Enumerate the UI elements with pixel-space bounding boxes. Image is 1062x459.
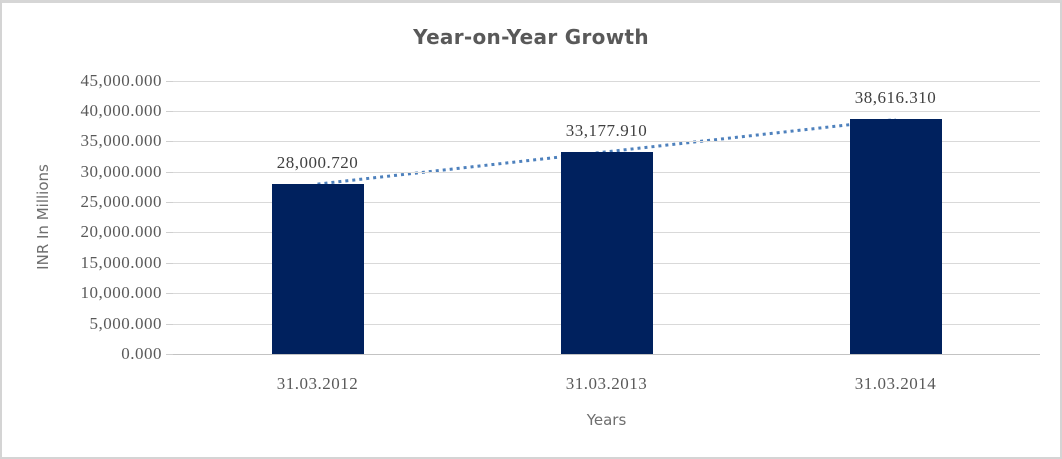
y-tick-label: 30,000.000 (80, 161, 162, 181)
x-axis-line (173, 354, 1040, 355)
gridline (173, 141, 1040, 143)
bar-value-label: 33,177.910 (565, 121, 648, 141)
x-tick-label: 31.03.2013 (565, 374, 648, 393)
bar (849, 119, 942, 354)
x-axis-title: Years (586, 411, 627, 429)
y-tick-mark (166, 110, 173, 112)
y-tick-mark (166, 293, 173, 295)
chart-title: Year-on-Year Growth (413, 25, 649, 49)
y-tick-mark (166, 80, 173, 82)
y-tick-label: 20,000.000 (80, 222, 162, 242)
y-tick-label: 15,000.000 (80, 252, 162, 272)
y-tick-mark (166, 323, 173, 325)
y-tick-label: 35,000.000 (80, 131, 162, 151)
y-tick-label: 10,000.000 (80, 283, 162, 303)
y-tick-mark (166, 141, 173, 143)
y-tick-label: 0.000 (121, 344, 162, 363)
gridline (173, 80, 1040, 82)
bar-value-label: 38,616.310 (854, 88, 937, 108)
y-tick-mark (166, 262, 173, 264)
x-tick-label: 31.03.2012 (276, 374, 359, 393)
y-tick-mark (166, 232, 173, 234)
y-tick-mark (166, 202, 173, 204)
y-tick-mark (166, 171, 173, 173)
y-tick-label: 25,000.000 (80, 192, 162, 212)
gridline (173, 110, 1040, 112)
x-tick-label: 31.03.2014 (854, 374, 937, 393)
y-tick-label: 45,000.000 (80, 70, 162, 90)
bar-value-label: 28,000.720 (276, 152, 359, 172)
y-tick-label: 40,000.000 (80, 100, 162, 120)
y-tick-label: 5,000.000 (89, 313, 162, 333)
y-tick-mark (166, 354, 173, 355)
bar (271, 183, 364, 354)
bar (560, 152, 653, 354)
